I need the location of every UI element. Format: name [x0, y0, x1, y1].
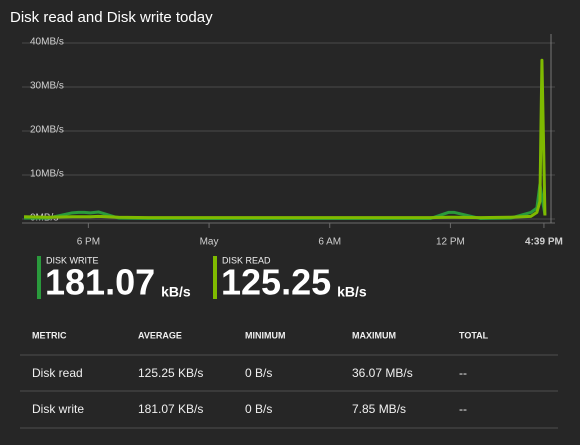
table-header: TOTAL [459, 330, 489, 340]
x-tick-label: 4:39 PM [525, 237, 563, 248]
table-header: AVERAGE [138, 330, 182, 340]
table-cell: 181.07 KB/s [138, 402, 203, 416]
series-line [23, 58, 547, 220]
y-tick-label: 40MB/s [30, 37, 64, 48]
tile-label: DISK READ [222, 255, 271, 265]
table-header: MINIMUM [245, 330, 286, 340]
table-cell: 36.07 MB/s [352, 366, 413, 380]
tile-unit: kB/s [161, 284, 191, 300]
y-tick-label: 30MB/s [30, 81, 64, 92]
table-cell: 7.85 MB/s [352, 402, 406, 416]
x-tick-label: 12 PM [436, 237, 465, 248]
table-cell: Disk write [32, 402, 84, 416]
tile-bar [37, 256, 41, 299]
x-tick-label: May [200, 237, 219, 248]
x-tick-label: 6 PM [77, 237, 100, 248]
table-cell: -- [459, 402, 467, 416]
y-tick-label: 20MB/s [30, 125, 64, 136]
tile-value: 181.07 [45, 262, 155, 303]
table-cell: 0 B/s [245, 402, 272, 416]
x-tick-label: 6 AM [318, 237, 341, 248]
table-cell: 0 B/s [245, 366, 272, 380]
table-cell: 125.25 KB/s [138, 366, 203, 380]
tile-value: 125.25 [221, 262, 331, 303]
table-cell: -- [459, 366, 467, 380]
table-header: MAXIMUM [352, 330, 396, 340]
series-line [24, 182, 547, 221]
table-cell: Disk read [32, 366, 83, 380]
table-header: METRIC [32, 330, 67, 340]
tile-bar [213, 256, 217, 299]
chart-title: Disk read and Disk write today [10, 9, 213, 26]
tile-unit: kB/s [337, 284, 367, 300]
tile-label: DISK WRITE [46, 255, 99, 265]
y-tick-label: 10MB/s [30, 169, 64, 180]
